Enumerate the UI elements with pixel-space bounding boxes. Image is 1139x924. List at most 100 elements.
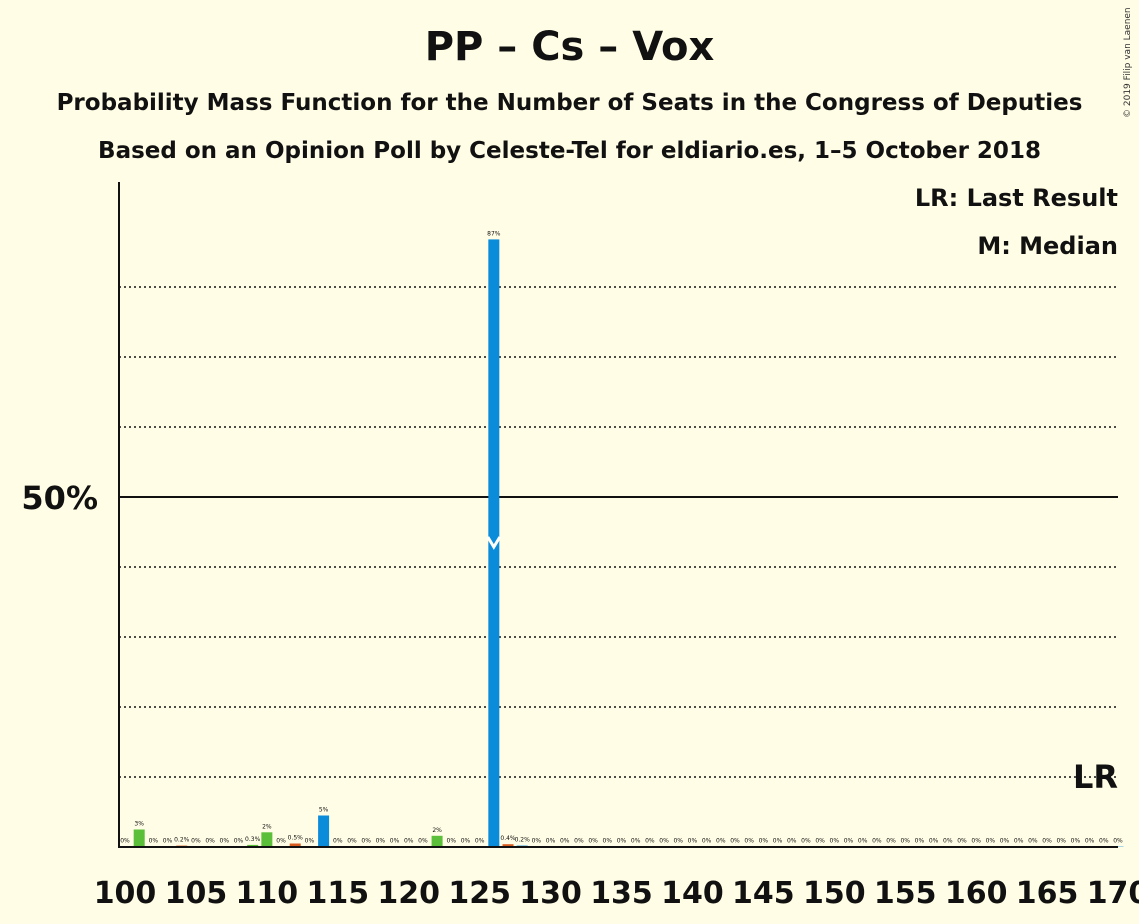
x-tick-label-155: 155 — [874, 876, 937, 911]
bar-label-seat-137: 0% — [645, 838, 655, 845]
y-tick-label-50: 50% — [21, 479, 98, 517]
median-marker-icon — [486, 536, 502, 550]
bar-label-seat-125: 0% — [475, 838, 485, 845]
bar-label-seat-121: 0% — [418, 838, 428, 845]
bar-label-seat-106: 0% — [205, 838, 215, 845]
bar-label-seat-151: 0% — [844, 838, 854, 845]
bar-label-seat-153: 0% — [872, 838, 882, 845]
bar-label-seat-165: 0% — [1042, 838, 1052, 845]
x-tick-label-115: 115 — [306, 876, 369, 911]
bar-seat-110 — [261, 832, 273, 847]
bar-label-seat-135: 0% — [617, 838, 627, 845]
bar-label-seat-159: 0% — [957, 838, 967, 845]
bar-label-seat-105: 0% — [191, 838, 201, 845]
bar-label-seat-147: 0% — [787, 838, 797, 845]
x-tick-label-170: 170 — [1087, 876, 1139, 911]
x-tick-label-120: 120 — [377, 876, 440, 911]
axes — [118, 182, 1118, 848]
bar-label-seat-126: 87% — [487, 230, 501, 237]
bar-label-seat-102: 0% — [149, 838, 159, 845]
bar-label-seat-170: 0% — [1113, 838, 1123, 845]
bar-label-seat-122: 2% — [432, 827, 442, 834]
bar-label-seat-156: 0% — [915, 838, 925, 845]
bar-label-seat-149: 0% — [815, 838, 825, 845]
bar-label-seat-124: 0% — [461, 838, 471, 845]
bar-seat-112 — [289, 843, 301, 847]
bar-label-seat-120: 0% — [404, 838, 414, 845]
bar-label-seat-150: 0% — [830, 838, 840, 845]
gridlines — [119, 286, 1118, 778]
bar-labels: 0%3%0% 0% 0.2% 0% 0% 0% 0% 0.3%2%0% 0.5% 0%5%0% 0%… — [120, 230, 1123, 844]
x-tick-label-160: 160 — [945, 876, 1008, 911]
x-tick-label-130: 130 — [519, 876, 582, 911]
bar-label-seat-167: 0% — [1071, 838, 1081, 845]
x-tick-label-105: 105 — [165, 876, 228, 911]
bar-seat-109 — [247, 844, 259, 847]
bar-label-seat-116: 0% — [347, 838, 357, 845]
bar-label-seat-130: 0% — [546, 838, 556, 845]
x-tick-label-140: 140 — [661, 876, 724, 911]
bar-label-seat-139: 0% — [673, 838, 683, 845]
bar-label-seat-142: 0% — [716, 838, 726, 845]
bar-label-seat-157: 0% — [929, 838, 939, 845]
bar-seat-101 — [133, 829, 145, 847]
bar-label-seat-101: 3% — [134, 821, 144, 828]
bar-label-seat-133: 0% — [588, 838, 598, 845]
x-tick-label-110: 110 — [236, 876, 299, 911]
x-tick-label-150: 150 — [803, 876, 866, 911]
bar-label-seat-131: 0% — [560, 838, 570, 845]
bar-label-seat-166: 0% — [1056, 838, 1066, 845]
bar-label-seat-168: 0% — [1085, 838, 1095, 845]
bar-label-seat-158: 0% — [943, 838, 953, 845]
bar-label-seat-108: 0% — [234, 838, 244, 845]
last-result-marker: LR — [1073, 758, 1118, 796]
legend-last-result: LR: Last Result — [914, 184, 1118, 212]
bar-label-seat-100: 0% — [120, 837, 130, 844]
bar-label-seat-145: 0% — [759, 838, 769, 845]
x-tick-label-165: 165 — [1016, 876, 1079, 911]
bar-label-seat-110: 2% — [262, 823, 272, 830]
bars — [119, 239, 1124, 847]
bar-label-seat-132: 0% — [574, 838, 584, 845]
bar-label-seat-152: 0% — [858, 838, 868, 845]
bar-label-seat-109: 0.3% — [245, 836, 261, 843]
bar-label-seat-115: 0% — [333, 838, 343, 845]
bar-label-seat-119: 0% — [390, 838, 400, 845]
bar-label-seat-136: 0% — [631, 838, 641, 845]
bar-label-seat-129: 0% — [532, 838, 542, 845]
bar-label-seat-164: 0% — [1028, 838, 1038, 845]
bar-seat-126 — [488, 239, 500, 847]
x-tick-label-135: 135 — [590, 876, 653, 911]
bar-label-seat-117: 0% — [361, 838, 371, 845]
legend-median: M: Median — [977, 232, 1118, 260]
bar-label-seat-140: 0% — [688, 838, 698, 845]
bar-label-seat-111: 0% — [276, 838, 286, 845]
x-tick-label-100: 100 — [94, 876, 157, 911]
bar-label-seat-148: 0% — [801, 838, 811, 845]
bar-label-seat-112: 0.5% — [288, 835, 304, 842]
bar-label-seat-128: 0.2% — [515, 837, 531, 844]
x-tick-label-145: 145 — [732, 876, 795, 911]
bar-seat-127 — [502, 844, 514, 847]
bar-label-seat-161: 0% — [986, 838, 996, 845]
chart-subtitle: Probability Mass Function for the Number… — [56, 90, 1083, 116]
bar-label-seat-114: 5% — [319, 807, 329, 814]
bar-label-seat-104: 0.2% — [174, 837, 190, 844]
bar-label-seat-162: 0% — [1000, 838, 1010, 845]
x-tick-label-125: 125 — [448, 876, 511, 911]
bar-label-seat-134: 0% — [603, 838, 613, 845]
bar-label-seat-103: 0% — [163, 838, 173, 845]
chart-source: Based on an Opinion Poll by Celeste-Tel … — [98, 138, 1041, 164]
bar-label-seat-154: 0% — [886, 838, 896, 845]
bar-label-seat-155: 0% — [900, 838, 910, 845]
y-tick-labels: 50% — [21, 479, 98, 517]
markers: LR — [486, 536, 1118, 796]
bar-label-seat-163: 0% — [1014, 838, 1024, 845]
bar-seat-122 — [431, 835, 443, 847]
bar-label-seat-118: 0% — [376, 838, 386, 845]
bar-label-seat-141: 0% — [702, 838, 712, 845]
bar-label-seat-123: 0% — [447, 838, 457, 845]
bar-label-seat-138: 0% — [659, 838, 669, 845]
bar-label-seat-113: 0% — [305, 838, 315, 845]
